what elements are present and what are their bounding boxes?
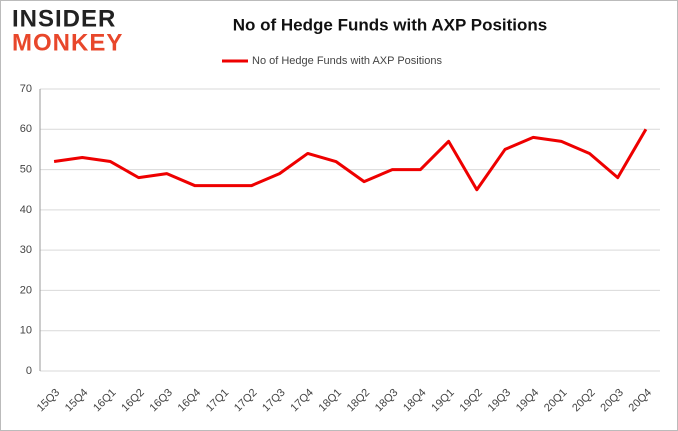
logo-top: INSIDER	[12, 5, 116, 32]
y-tick-label: 60	[20, 123, 32, 135]
logo-bottom: MONKEY	[12, 29, 123, 56]
y-tick-label: 30	[20, 244, 32, 256]
y-tick-label: 70	[20, 83, 32, 95]
y-tick-label: 10	[20, 325, 32, 337]
y-tick-label: 50	[20, 163, 32, 175]
legend-label: No of Hedge Funds with AXP Positions	[252, 55, 442, 67]
y-tick-label: 0	[26, 365, 32, 377]
y-tick-label: 40	[20, 204, 32, 216]
chart-title: No of Hedge Funds with AXP Positions	[233, 15, 548, 34]
data-line	[53, 128, 648, 192]
y-tick-label: 20	[20, 284, 32, 296]
